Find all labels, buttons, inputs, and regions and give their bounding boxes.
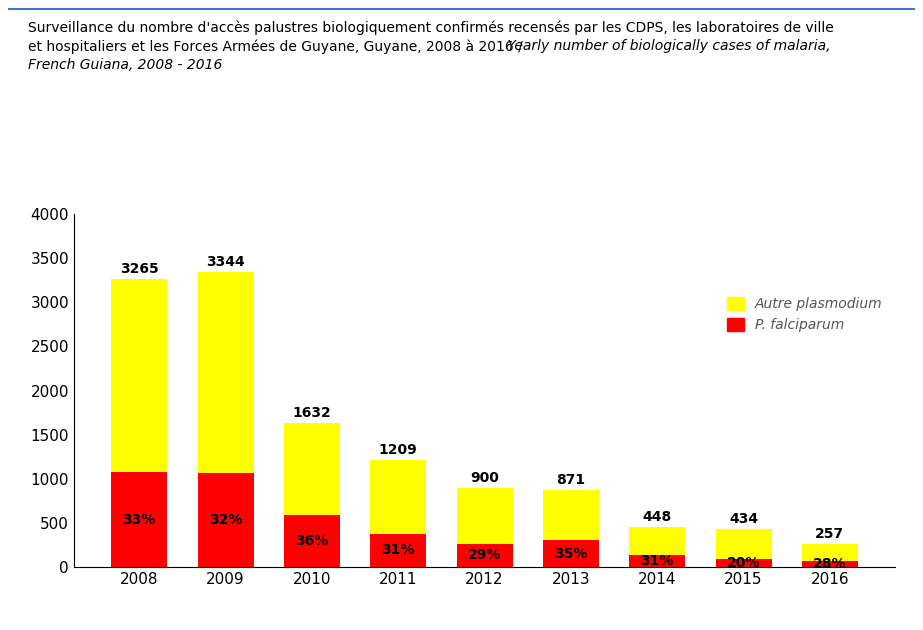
Text: Surveillance du nombre d'accès palustres biologiquement confirmés recensés par l: Surveillance du nombre d'accès palustres… xyxy=(28,20,833,35)
Bar xyxy=(111,279,167,472)
Bar xyxy=(284,423,340,515)
Text: 257: 257 xyxy=(815,527,845,541)
Bar xyxy=(284,515,340,567)
Bar xyxy=(457,544,512,567)
Bar xyxy=(543,540,599,567)
Text: 28%: 28% xyxy=(813,557,846,571)
Bar xyxy=(198,272,254,472)
Text: 434: 434 xyxy=(729,512,758,525)
Text: Yearly number of biologically cases of malaria,: Yearly number of biologically cases of m… xyxy=(503,39,831,53)
Text: 20%: 20% xyxy=(727,556,761,570)
Bar xyxy=(370,461,426,534)
Text: 31%: 31% xyxy=(641,554,674,568)
Text: 448: 448 xyxy=(642,510,672,524)
Text: 1209: 1209 xyxy=(378,444,417,457)
Bar xyxy=(629,527,685,555)
Text: 32%: 32% xyxy=(209,513,242,527)
Bar xyxy=(715,529,772,559)
Bar xyxy=(802,544,858,561)
Bar xyxy=(198,472,254,567)
Text: 33%: 33% xyxy=(123,512,156,527)
Bar xyxy=(111,472,167,567)
Legend: Autre plasmodium, P. falciparum: Autre plasmodium, P. falciparum xyxy=(722,292,888,338)
Bar xyxy=(543,490,599,540)
Text: 36%: 36% xyxy=(295,534,329,548)
Text: 3265: 3265 xyxy=(120,262,159,276)
Text: 900: 900 xyxy=(470,471,499,484)
Bar xyxy=(802,561,858,567)
Text: French Guiana, 2008 - 2016: French Guiana, 2008 - 2016 xyxy=(28,58,222,72)
Text: 871: 871 xyxy=(557,473,585,487)
Text: 3344: 3344 xyxy=(206,255,245,269)
Bar xyxy=(715,559,772,567)
Text: 1632: 1632 xyxy=(293,406,331,420)
Text: 31%: 31% xyxy=(381,544,415,558)
Text: 35%: 35% xyxy=(554,547,588,561)
Text: 29%: 29% xyxy=(468,549,501,563)
Text: et hospitaliers et les Forces Armées de Guyane, Guyane, 2008 à 2016 /: et hospitaliers et les Forces Armées de … xyxy=(28,39,527,54)
Bar xyxy=(457,488,512,544)
Bar xyxy=(370,534,426,567)
Bar xyxy=(629,555,685,567)
